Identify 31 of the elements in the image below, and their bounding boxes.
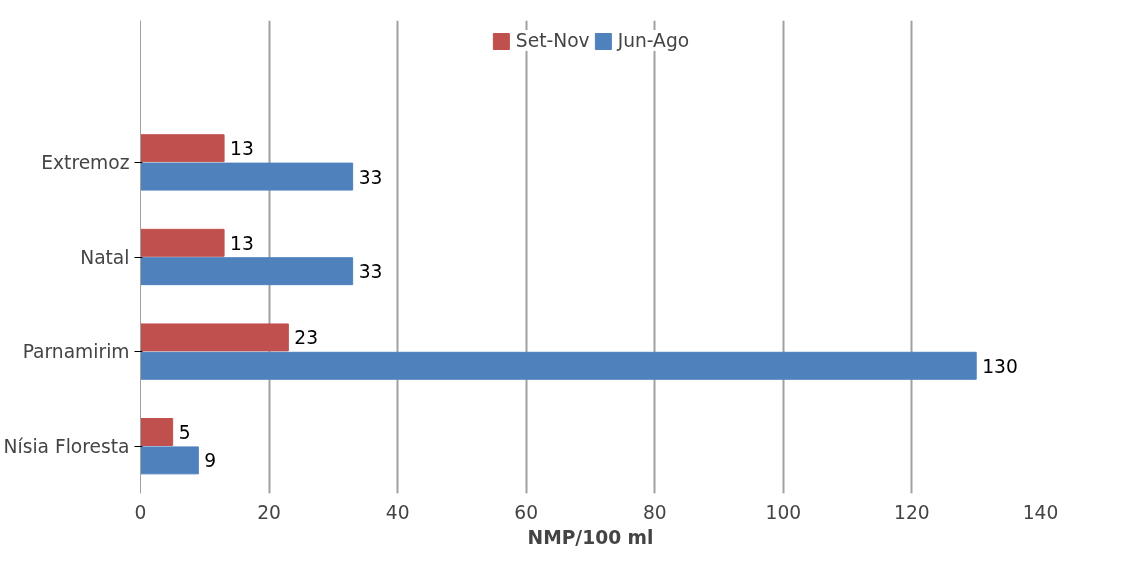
bar bbox=[140, 323, 289, 352]
legend-label: Jun-Ago bbox=[617, 30, 690, 51]
bar bbox=[140, 228, 225, 257]
x-tick-label: 120 bbox=[894, 501, 930, 523]
bar bbox=[140, 134, 225, 163]
data-label: 13 bbox=[230, 138, 254, 160]
x-tick-label: 0 bbox=[134, 501, 147, 523]
data-label: 5 bbox=[178, 422, 191, 444]
x-axis-title: NMP/100 ml bbox=[527, 526, 654, 548]
data-label: 130 bbox=[982, 355, 1018, 377]
bar bbox=[140, 446, 199, 475]
bar bbox=[140, 351, 977, 380]
x-tick-label: 40 bbox=[385, 501, 410, 523]
x-tick-label: 140 bbox=[1022, 501, 1059, 523]
data-label: 33 bbox=[358, 261, 383, 283]
x-tick-label: 60 bbox=[514, 501, 539, 523]
y-tick-label: Natal bbox=[80, 246, 130, 268]
data-label: 23 bbox=[294, 327, 319, 349]
x-tick-label: 80 bbox=[642, 501, 667, 523]
x-tick-label: 20 bbox=[257, 501, 281, 523]
bar bbox=[140, 162, 354, 191]
y-tick-label: Nísia Floresta bbox=[3, 435, 130, 457]
data-label: 13 bbox=[230, 232, 254, 254]
bar bbox=[140, 257, 354, 286]
bar bbox=[140, 418, 174, 446]
y-tick-label: Extremoz bbox=[41, 151, 130, 173]
x-tick-label: 100 bbox=[765, 501, 802, 523]
y-tick-label: Parnamirim bbox=[22, 341, 130, 363]
data-label: 9 bbox=[204, 450, 217, 472]
data-label: 33 bbox=[358, 166, 383, 188]
legend-label: Set-Nov bbox=[515, 30, 590, 51]
